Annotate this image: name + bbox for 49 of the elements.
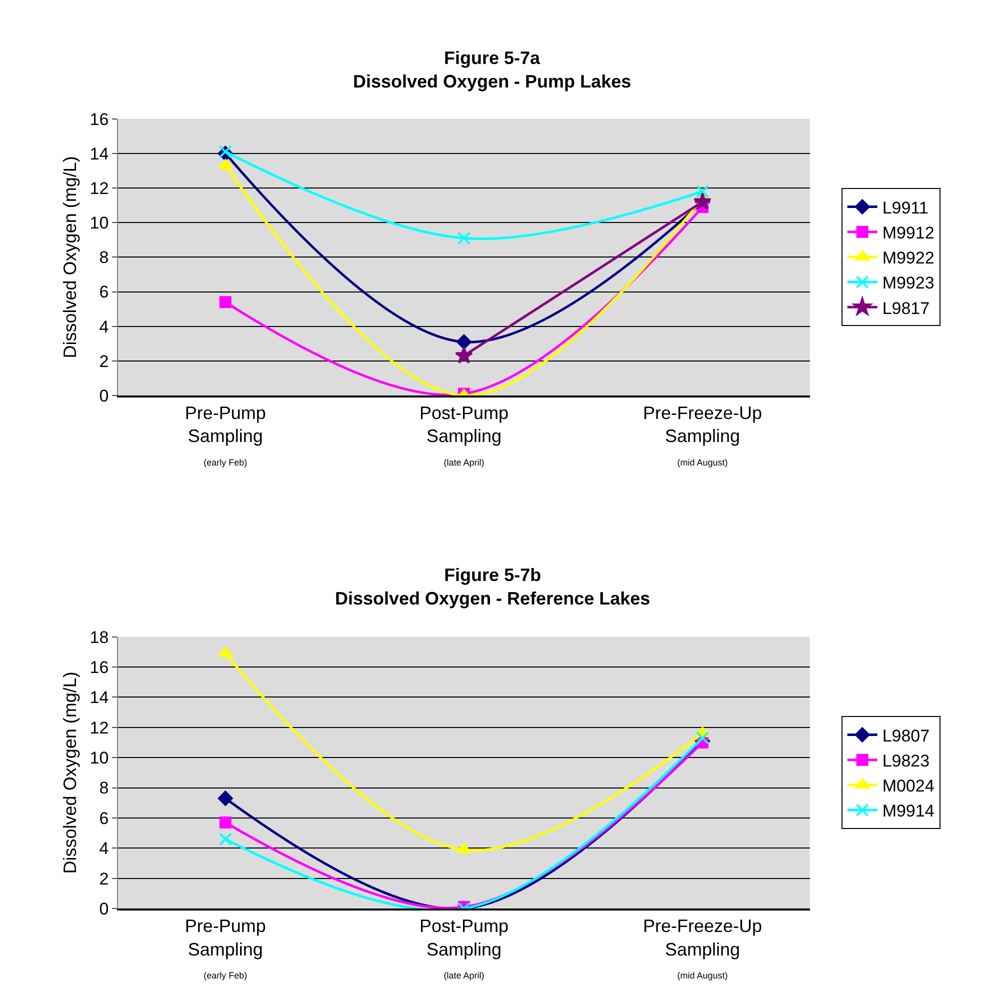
y-tick-label: 0 — [99, 899, 109, 918]
y-tick-label: 16 — [90, 110, 109, 129]
legend-label: M9914 — [882, 802, 934, 821]
y-tick-label: 0 — [99, 386, 109, 406]
y-tick-label: 18 — [90, 628, 109, 647]
y-tick-label: 8 — [99, 248, 109, 268]
legend-label: M9922 — [882, 248, 934, 268]
x-tick-label: Post-Pump Sampling (late April) — [419, 916, 508, 981]
x-tick-label: Pre-Pump Sampling (early Feb) — [184, 402, 266, 468]
y-axis-title: Dissolved Oxygen (mg/L) — [60, 672, 80, 874]
legend-label: L9817 — [882, 298, 930, 318]
point — [696, 731, 709, 744]
point — [457, 232, 470, 245]
point — [218, 790, 233, 806]
point — [218, 832, 232, 846]
point — [219, 816, 232, 828]
y-tick-label: 8 — [99, 778, 109, 798]
x-tick-label: Post-Pump Sampling (late April) — [419, 402, 508, 468]
y-axis-title: Dissolved Oxygen (mg/L) — [60, 156, 80, 358]
y-tick-label: 14 — [90, 144, 109, 164]
x-tick-label: Pre-Pump Sampling (early Feb) — [184, 916, 266, 981]
legend-label: L9807 — [882, 726, 930, 746]
y-tick-label: 2 — [99, 352, 109, 371]
y-tick-label: 12 — [90, 718, 109, 738]
point — [219, 296, 232, 308]
y-tick-label: 4 — [99, 317, 109, 336]
y-tick-label: 2 — [99, 869, 109, 888]
x-tick-label: Pre-Freeze-Up Sampling (mid August) — [642, 916, 762, 981]
legend-label: L9911 — [882, 198, 928, 218]
x-tick-label: Pre-Freeze-Up Sampling (mid August) — [642, 402, 762, 468]
y-tick-label: 10 — [90, 748, 109, 768]
legend-label: M9923 — [882, 274, 934, 293]
legend-label: M0024 — [882, 776, 934, 796]
y-tick-label: 14 — [90, 688, 109, 708]
point — [456, 843, 472, 854]
y-tick-label: 6 — [99, 282, 109, 302]
y-tick-label: 16 — [90, 658, 109, 677]
chart-title: Figure 5-7b Dissolved Oxygen - Reference Lakes — [335, 565, 650, 608]
y-tick-label: 12 — [90, 178, 109, 198]
y-tick-label: 6 — [99, 808, 109, 828]
point — [696, 184, 709, 198]
y-tick-label: 4 — [99, 839, 109, 858]
legend-label: M9912 — [882, 223, 934, 242]
y-tick-label: 10 — [90, 214, 109, 233]
point — [456, 334, 472, 350]
point — [218, 159, 233, 170]
legend-label: L9823 — [882, 751, 930, 770]
chart-title: Figure 5-7a Dissolved Oxygen - Pump Lakes — [353, 48, 632, 92]
point — [454, 346, 473, 364]
